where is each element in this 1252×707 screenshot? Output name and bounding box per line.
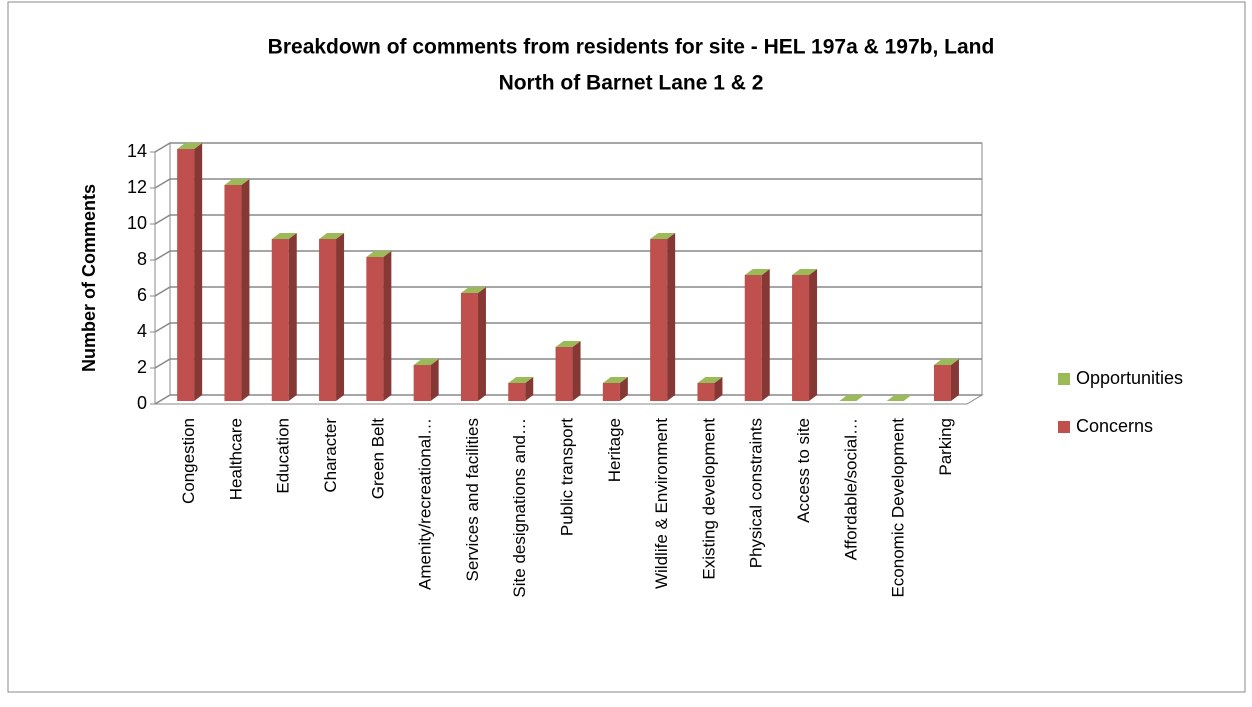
legend-swatch	[1058, 421, 1070, 433]
y-tick-label: 4	[137, 321, 147, 341]
bar-top	[224, 179, 250, 185]
bar-side	[667, 233, 676, 401]
grid-line	[154, 142, 982, 153]
bar-front	[650, 239, 668, 401]
bar-side	[714, 377, 723, 401]
bar-top	[650, 233, 676, 239]
bar-side	[383, 251, 392, 401]
bar-side	[619, 377, 628, 401]
bar-front	[413, 365, 431, 401]
grid-line	[154, 286, 982, 297]
bar-front	[271, 239, 289, 401]
x-tick-label: Services and facilities	[463, 418, 482, 581]
x-tick-label: Heritage	[605, 418, 624, 482]
bar-side	[809, 269, 818, 401]
bar-top	[886, 395, 912, 401]
bar-top	[744, 269, 770, 275]
x-tick-label: Affordable/social…	[841, 418, 860, 560]
chart-title: Breakdown of comments from residents for…	[268, 36, 995, 59]
bar-front	[933, 365, 951, 401]
bar-front	[177, 149, 195, 401]
bar-top	[839, 395, 865, 401]
bar-front	[697, 383, 715, 401]
bar-side	[336, 233, 345, 401]
grid-line	[154, 358, 982, 369]
bar-top	[319, 233, 345, 239]
bar-top	[933, 359, 959, 365]
bar-top	[177, 143, 203, 149]
legend-label: Concerns	[1076, 416, 1153, 436]
x-tick-label: Parking	[936, 418, 955, 476]
grid-line	[154, 178, 982, 189]
bar-front	[224, 185, 242, 401]
x-tick-label: Physical constraints	[747, 418, 766, 568]
chart-title: North of Barnet Lane 1 & 2	[499, 72, 764, 95]
x-tick-label: Character	[321, 418, 340, 493]
x-tick-label: Education	[274, 418, 293, 494]
chart-border	[7, 1, 1246, 693]
bar-front	[366, 257, 384, 401]
bar-front	[319, 239, 337, 401]
bar-side	[950, 359, 959, 401]
bar-side	[525, 377, 534, 401]
bar-front	[508, 383, 526, 401]
bar-front	[792, 275, 810, 401]
grid-line	[154, 214, 982, 225]
y-tick-label: 8	[137, 249, 147, 269]
x-tick-label: Amenity/recreational…	[416, 418, 435, 590]
bar-side	[241, 179, 250, 401]
x-tick-label: Public transport	[558, 418, 577, 536]
bar-front	[555, 347, 573, 401]
y-axis-label: Number of Comments	[79, 184, 99, 372]
bar-top	[271, 233, 297, 239]
grid-line	[154, 322, 982, 333]
bar-front	[460, 293, 478, 401]
bar-top	[555, 341, 581, 347]
bar-side	[194, 143, 203, 401]
bar-top	[460, 287, 486, 293]
x-tick-label: Wildlife & Environment	[652, 418, 671, 589]
x-tick-label: Existing development	[699, 418, 718, 580]
legend-swatch	[1058, 373, 1070, 385]
bar-side	[430, 359, 439, 401]
y-tick-label: 12	[127, 177, 147, 197]
x-tick-label: Site designations and…	[510, 418, 529, 598]
x-tick-label: Congestion	[179, 418, 198, 504]
bar-top	[366, 251, 392, 257]
bar-front	[744, 275, 762, 401]
y-tick-label: 2	[137, 357, 147, 377]
bar-top	[508, 377, 534, 383]
x-tick-label: Healthcare	[226, 418, 245, 500]
bar-top	[413, 359, 439, 365]
bar-top	[697, 377, 723, 383]
x-tick-label: Access to site	[794, 418, 813, 523]
bar-side	[572, 341, 581, 401]
grid-line	[154, 250, 982, 261]
y-tick-label: 0	[137, 393, 147, 413]
bar-side	[477, 287, 486, 401]
x-tick-label: Economic Development	[889, 418, 908, 598]
bar-top	[602, 377, 628, 383]
bar-side	[761, 269, 770, 401]
bar-front	[602, 383, 620, 401]
bar-side	[288, 233, 297, 401]
legend-label: Opportunities	[1076, 368, 1183, 388]
y-tick-label: 6	[137, 285, 147, 305]
y-tick-label: 14	[127, 141, 147, 161]
x-tick-label: Green Belt	[368, 418, 387, 500]
bar-top	[792, 269, 818, 275]
y-tick-label: 10	[127, 213, 147, 233]
